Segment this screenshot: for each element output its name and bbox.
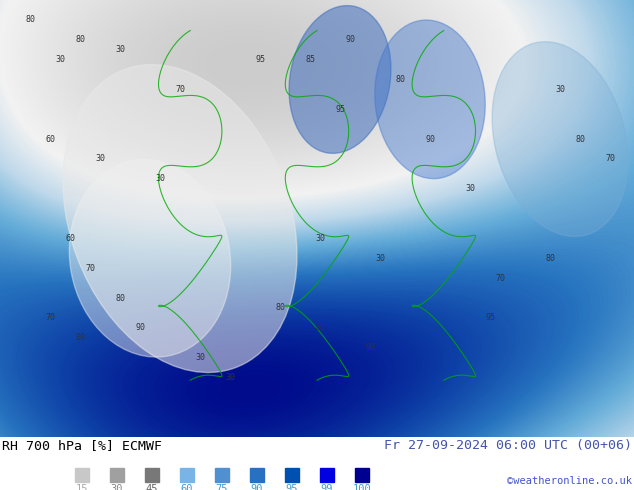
Ellipse shape <box>375 20 485 179</box>
Bar <box>320 468 334 482</box>
Text: ©weatheronline.co.uk: ©weatheronline.co.uk <box>507 476 632 486</box>
Ellipse shape <box>69 159 231 357</box>
Text: 80: 80 <box>275 303 285 313</box>
Text: 95: 95 <box>286 484 298 490</box>
Text: 30: 30 <box>195 353 205 362</box>
Text: 30: 30 <box>225 373 235 382</box>
Text: 70: 70 <box>175 85 185 94</box>
Text: 90: 90 <box>365 343 375 352</box>
Text: 70: 70 <box>85 264 95 273</box>
Text: 99: 99 <box>321 484 333 490</box>
Text: 30: 30 <box>111 484 123 490</box>
Bar <box>145 468 159 482</box>
Text: 45: 45 <box>146 484 158 490</box>
Text: 30: 30 <box>115 45 125 54</box>
Text: 80: 80 <box>75 35 85 44</box>
Text: 70: 70 <box>605 154 615 164</box>
Text: Fr 27-09-2024 06:00 UTC (00+06): Fr 27-09-2024 06:00 UTC (00+06) <box>384 439 632 452</box>
Text: 75: 75 <box>216 484 228 490</box>
Bar <box>180 468 194 482</box>
Ellipse shape <box>492 42 628 237</box>
Text: 100: 100 <box>353 484 372 490</box>
Text: 30: 30 <box>55 55 65 64</box>
Bar <box>215 468 229 482</box>
Text: 90: 90 <box>251 484 263 490</box>
Text: 80: 80 <box>575 135 585 144</box>
Text: 90: 90 <box>425 135 435 144</box>
Text: 30: 30 <box>155 174 165 183</box>
Text: 85: 85 <box>305 55 315 64</box>
Text: 60: 60 <box>181 484 193 490</box>
Ellipse shape <box>289 5 391 153</box>
Bar <box>75 468 89 482</box>
Text: 80: 80 <box>115 294 125 302</box>
Bar <box>285 468 299 482</box>
Text: 60: 60 <box>45 135 55 144</box>
Bar <box>355 468 369 482</box>
Bar <box>110 468 124 482</box>
Text: RH 700 hPa [%] ECMWF: RH 700 hPa [%] ECMWF <box>2 439 162 452</box>
Text: 70: 70 <box>495 273 505 283</box>
Text: 80: 80 <box>395 75 405 84</box>
Text: 30: 30 <box>95 154 105 164</box>
Text: 80: 80 <box>545 254 555 263</box>
Text: 80: 80 <box>75 333 85 342</box>
Text: 90: 90 <box>345 35 355 44</box>
Text: 30: 30 <box>315 234 325 243</box>
Text: 95: 95 <box>255 55 265 64</box>
Text: 30: 30 <box>375 254 385 263</box>
Text: 30: 30 <box>555 85 565 94</box>
Bar <box>250 468 264 482</box>
Text: 95: 95 <box>485 314 495 322</box>
Text: 95: 95 <box>335 105 345 114</box>
Text: 80: 80 <box>25 15 35 24</box>
Text: 70: 70 <box>45 314 55 322</box>
Text: 90: 90 <box>135 323 145 332</box>
Text: 60: 60 <box>65 234 75 243</box>
Text: 85: 85 <box>315 323 325 332</box>
Text: 15: 15 <box>75 484 88 490</box>
Ellipse shape <box>63 65 297 372</box>
Text: 30: 30 <box>465 184 475 193</box>
